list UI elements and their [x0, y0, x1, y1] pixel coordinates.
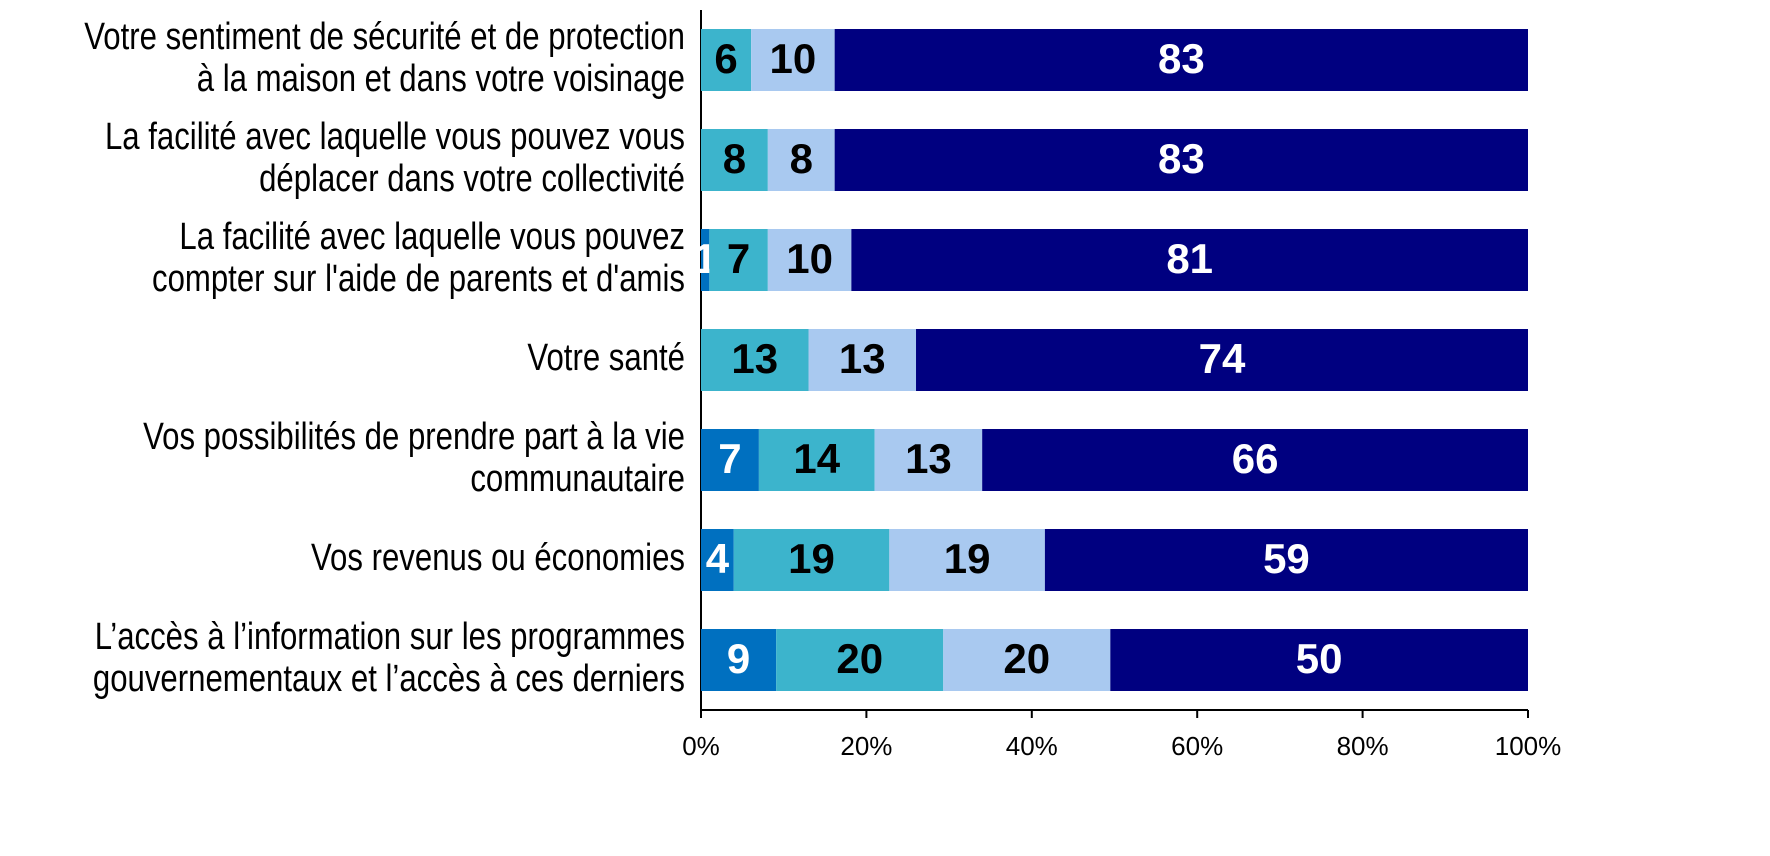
category-label-group: Vos possibilités de prendre part à la vi… — [143, 416, 685, 500]
value-label: 13 — [839, 335, 886, 382]
value-label: 19 — [788, 535, 835, 582]
value-label: 74 — [1199, 335, 1246, 382]
value-label: 8 — [790, 135, 813, 182]
value-label: 14 — [793, 435, 840, 482]
x-tick-label: 40% — [1006, 731, 1058, 761]
bar-segment — [767, 229, 852, 291]
category-label-group: Votre sentiment de sécurité et de protec… — [84, 16, 685, 100]
category-label: Votre santé — [527, 337, 685, 379]
category-label-group: Vos revenus ou économies — [311, 537, 685, 579]
category-label: Votre sentiment de sécurité et de protec… — [84, 16, 685, 100]
category-label: La facilité avec laquelle vous pouvez vo… — [105, 116, 685, 200]
category-label-group: La facilité avec laquelle vous pouvez com… — [152, 216, 685, 300]
category-label: La facilité avec laquelle vous pouvez com… — [152, 216, 685, 300]
bar-segment — [982, 429, 1528, 491]
value-label: 83 — [1158, 135, 1205, 182]
bar-segment — [851, 229, 1528, 291]
bar-segment — [701, 529, 734, 591]
bar-segment — [776, 629, 944, 691]
bar-segment — [701, 429, 759, 491]
value-label: 10 — [786, 235, 833, 282]
bar-segment — [733, 529, 890, 591]
value-label: 7 — [718, 435, 741, 482]
value-label: 13 — [905, 435, 952, 482]
bar-segment — [874, 429, 983, 491]
bar-segment — [701, 29, 752, 91]
value-label: 19 — [944, 535, 991, 582]
category-label: Vos possibilités de prendre part à la vi… — [143, 416, 685, 500]
bar-segment — [1044, 529, 1528, 591]
value-label: 50 — [1296, 635, 1343, 682]
value-label: 20 — [1003, 635, 1050, 682]
bar-segment — [758, 429, 875, 491]
value-label: 66 — [1232, 435, 1279, 482]
category-label-group: La facilité avec laquelle vous pouvez vo… — [105, 116, 685, 200]
value-label: 13 — [731, 335, 778, 382]
x-tick-label: 100% — [1495, 731, 1562, 761]
bar-segment — [701, 129, 768, 191]
value-label: 59 — [1263, 535, 1310, 582]
category-label: L’accès à l’information sur les programm… — [93, 616, 685, 700]
x-tick-label: 20% — [840, 731, 892, 761]
category-label-group: L’accès à l’information sur les programm… — [93, 616, 685, 700]
value-label: 4 — [706, 535, 730, 582]
bar-segment — [916, 329, 1528, 391]
bar-segment — [709, 229, 768, 291]
bar-segment — [834, 129, 1528, 191]
bar-segment — [889, 529, 1045, 591]
bar-segment — [767, 129, 835, 191]
x-tick-label: 0% — [682, 731, 720, 761]
value-label: 6 — [714, 35, 737, 82]
category-label-group: Votre santé — [527, 337, 685, 379]
bar-segment — [751, 29, 835, 91]
bar-segment — [1110, 629, 1528, 691]
category-label: Vos revenus ou économies — [311, 537, 685, 579]
value-label: 10 — [770, 35, 817, 82]
value-label: 8 — [723, 135, 746, 182]
bar-segment — [701, 629, 777, 691]
value-label: 83 — [1158, 35, 1205, 82]
value-label: 7 — [727, 235, 750, 282]
bar-segment — [701, 329, 809, 391]
value-label: 9 — [727, 635, 750, 682]
x-tick-label: 80% — [1337, 731, 1389, 761]
bar-segment — [943, 629, 1111, 691]
value-label: 20 — [836, 635, 883, 682]
bar-segment — [834, 29, 1528, 91]
value-label: 81 — [1166, 235, 1213, 282]
bar-segment — [808, 329, 917, 391]
bar-segment — [701, 229, 710, 291]
x-tick-label: 60% — [1171, 731, 1223, 761]
